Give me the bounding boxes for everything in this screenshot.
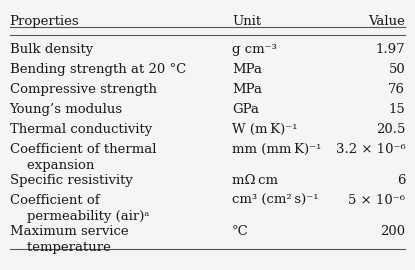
Text: W (m K)⁻¹: W (m K)⁻¹ [232, 123, 298, 136]
Text: Value: Value [369, 15, 405, 28]
Text: Specific resistivity: Specific resistivity [10, 174, 132, 187]
Text: Properties: Properties [10, 15, 79, 28]
Text: GPa: GPa [232, 103, 259, 116]
Text: °C: °C [232, 225, 249, 238]
Text: Unit: Unit [232, 15, 261, 28]
Text: Coefficient of thermal
    expansion: Coefficient of thermal expansion [10, 143, 156, 172]
Text: 1.97: 1.97 [376, 43, 405, 56]
Text: MPa: MPa [232, 83, 262, 96]
Text: Bulk density: Bulk density [10, 43, 93, 56]
Text: Bending strength at 20 °C: Bending strength at 20 °C [10, 63, 186, 76]
Text: Thermal conductivity: Thermal conductivity [10, 123, 152, 136]
Text: 15: 15 [388, 103, 405, 116]
Text: 6: 6 [397, 174, 405, 187]
Text: 5 × 10⁻⁶: 5 × 10⁻⁶ [348, 194, 405, 207]
Text: 76: 76 [388, 83, 405, 96]
Text: 3.2 × 10⁻⁶: 3.2 × 10⁻⁶ [336, 143, 405, 156]
Text: 200: 200 [380, 225, 405, 238]
Text: mm (mm K)⁻¹: mm (mm K)⁻¹ [232, 143, 322, 156]
Text: cm³ (cm² s)⁻¹: cm³ (cm² s)⁻¹ [232, 194, 319, 207]
Text: Compressive strength: Compressive strength [10, 83, 156, 96]
Text: MPa: MPa [232, 63, 262, 76]
Text: Coefficient of
    permeability (air)ᵃ: Coefficient of permeability (air)ᵃ [10, 194, 149, 223]
Text: Maximum service
    temperature: Maximum service temperature [10, 225, 128, 254]
Text: Young’s modulus: Young’s modulus [10, 103, 123, 116]
Text: 20.5: 20.5 [376, 123, 405, 136]
Text: g cm⁻³: g cm⁻³ [232, 43, 277, 56]
Text: 50: 50 [388, 63, 405, 76]
Text: mΩ cm: mΩ cm [232, 174, 278, 187]
